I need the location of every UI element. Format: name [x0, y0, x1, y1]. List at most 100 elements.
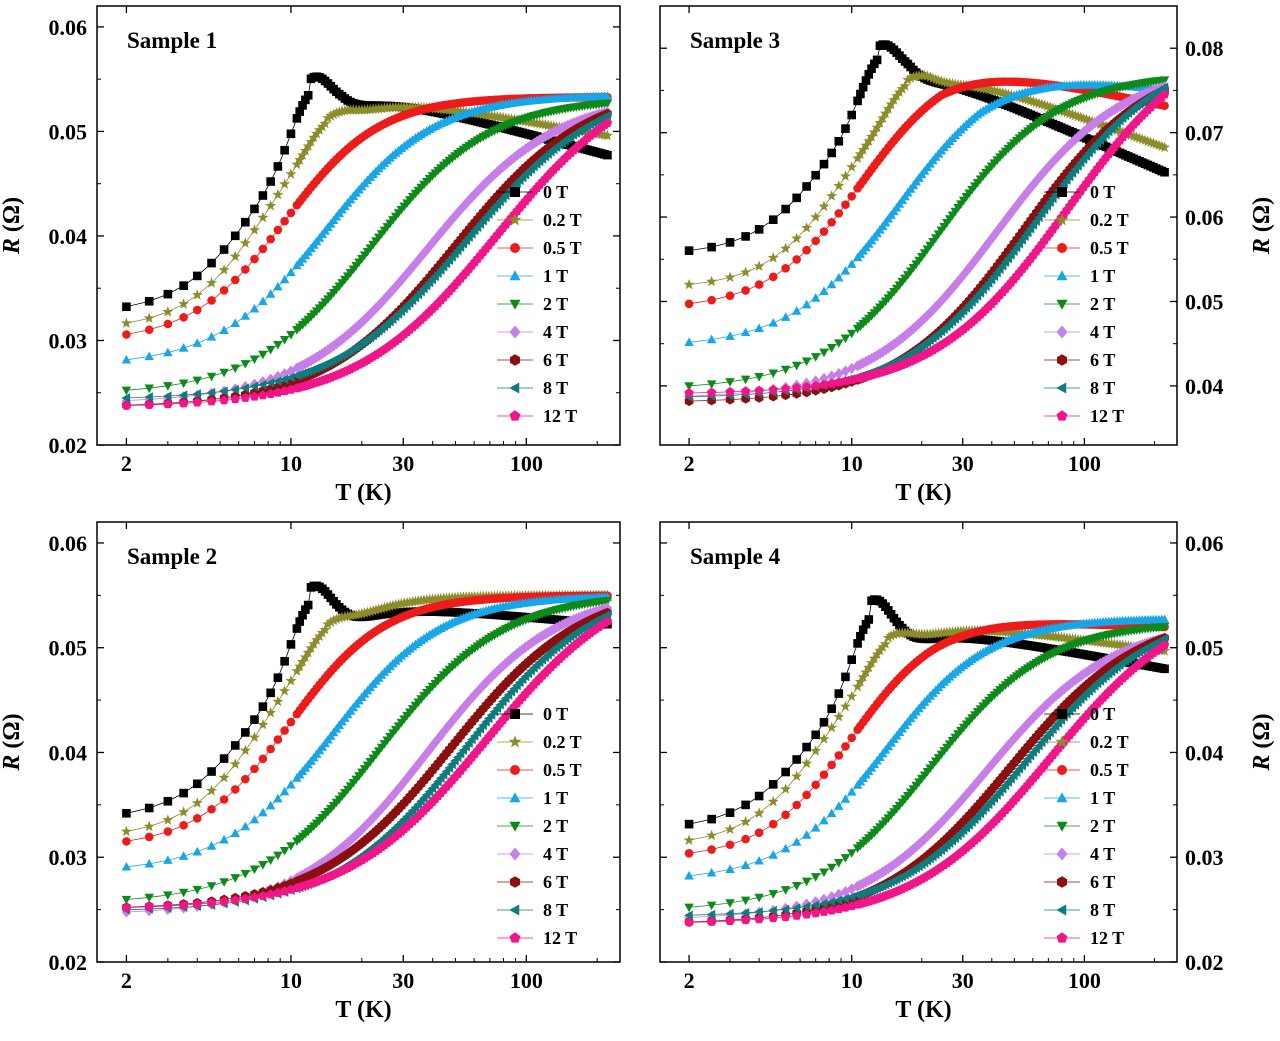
data-point: [1020, 189, 1030, 201]
data-point: [768, 890, 778, 899]
data-point: [348, 324, 359, 336]
data-point: [478, 679, 488, 692]
data-point: [811, 170, 820, 180]
data-point: [856, 631, 865, 641]
legend-marker: [1056, 410, 1068, 421]
data-point: [834, 801, 844, 810]
data-point: [279, 336, 290, 345]
data-point: [322, 618, 334, 629]
data-point: [230, 785, 240, 794]
data-point: [961, 265, 972, 277]
data-point: [230, 874, 240, 883]
data-point: [399, 776, 409, 788]
data-point: [1160, 101, 1169, 110]
data-point: [144, 384, 154, 394]
legend-label: 0.2 T: [1090, 732, 1129, 752]
data-point: [192, 814, 202, 823]
data-point: [265, 707, 277, 718]
data-point: [780, 912, 791, 922]
legend-marker: [1056, 847, 1068, 861]
data-point: [1159, 76, 1170, 86]
legend-label: 0 T: [1090, 182, 1115, 202]
data-point: [931, 301, 941, 313]
data-point: [464, 194, 474, 206]
data-point: [741, 286, 750, 295]
data-point: [162, 306, 174, 317]
legend-marker: [510, 243, 520, 253]
data-point: [1056, 147, 1067, 159]
data-point: [791, 770, 803, 782]
data-point: [1159, 640, 1170, 650]
data-point: [827, 148, 836, 158]
x-tick-label: 2: [121, 968, 132, 993]
y-axis-title: R (Ω): [0, 713, 25, 771]
data-point: [819, 286, 829, 296]
data-point: [240, 893, 251, 903]
legend-marker: [509, 932, 521, 943]
legend-label: 2 T: [543, 294, 568, 314]
data-point: [792, 800, 801, 810]
data-point: [319, 117, 331, 129]
data-point: [371, 302, 381, 314]
legend-marker: [508, 735, 522, 748]
data-point: [942, 289, 952, 301]
data-point: [754, 372, 764, 382]
data-point: [780, 886, 791, 895]
data-point: [388, 789, 398, 802]
data-point: [780, 242, 792, 254]
data-point: [706, 901, 717, 911]
data-point: [250, 204, 259, 214]
y-tick-label: 0.05: [49, 636, 88, 661]
data-point: [754, 791, 764, 801]
data-point: [385, 287, 395, 299]
data-point: [846, 849, 857, 858]
data-point: [754, 914, 764, 924]
data-point: [219, 386, 228, 396]
data-point: [792, 193, 801, 203]
data-point: [280, 216, 289, 226]
data-point: [179, 313, 188, 322]
data-point: [273, 851, 283, 861]
data-point: [286, 208, 296, 218]
data-point: [819, 893, 829, 905]
data-point: [706, 387, 717, 397]
legend-label: 8 T: [1090, 900, 1115, 920]
data-point: [810, 745, 822, 756]
legend: 0 T0.2 T0.5 T1 T2 T4 T6 T8 T12 T: [1044, 182, 1129, 426]
data-point: [819, 717, 829, 727]
legend-label: 4 T: [543, 844, 568, 864]
data-point: [725, 238, 735, 247]
data-point: [826, 808, 837, 818]
data-point: [368, 812, 378, 824]
data-point: [219, 245, 229, 254]
data-point: [706, 275, 718, 287]
y-tick-label: 0.02: [49, 433, 88, 458]
data-point: [801, 909, 812, 919]
data-point: [292, 114, 302, 123]
data-point: [481, 176, 491, 189]
data-point: [792, 255, 801, 264]
data-point: [768, 384, 778, 394]
data-point: [286, 267, 296, 277]
data-point: [286, 640, 296, 649]
data-point: [265, 378, 275, 388]
data-point: [219, 795, 229, 804]
data-point: [163, 289, 173, 299]
data-point: [249, 355, 260, 365]
data-point: [846, 259, 857, 268]
legend-label: 0.2 T: [543, 732, 582, 752]
series-0p5T: [122, 92, 612, 339]
data-point: [207, 804, 216, 814]
data-point: [345, 326, 356, 338]
data-point: [144, 399, 154, 409]
data-point: [939, 292, 949, 304]
data-point: [684, 299, 694, 309]
series-area: [683, 595, 1171, 927]
data-point: [453, 207, 463, 219]
data-point: [922, 309, 933, 322]
legend-marker: [1057, 765, 1067, 775]
legend-label: 4 T: [1090, 844, 1115, 864]
legend: 0 T0.2 T0.5 T1 T2 T4 T6 T8 T12 T: [497, 704, 582, 948]
data-point: [486, 171, 497, 183]
x-tick-label: 30: [392, 451, 414, 476]
